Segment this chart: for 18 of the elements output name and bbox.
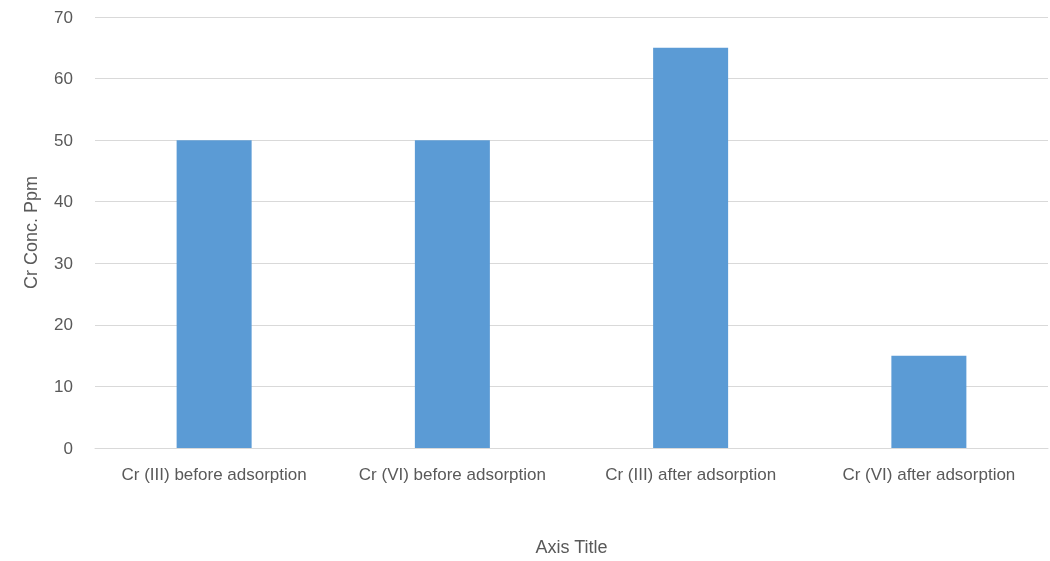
x-tick-label: Cr (VI) before adsorption xyxy=(358,464,546,484)
y-tick-label: 70 xyxy=(54,7,73,27)
y-tick-label: 10 xyxy=(54,376,73,396)
x-tick-label: Cr (VI) after adsorption xyxy=(842,464,1016,484)
y-tick-label: 50 xyxy=(54,130,73,150)
x-tick-label: Cr (III) before adsorption xyxy=(121,464,307,484)
y-tick-label: 60 xyxy=(54,69,73,89)
y-axis-title: Cr Conc. Ppm xyxy=(21,175,41,290)
y-tick-label: 40 xyxy=(54,192,73,212)
y-tick-label: 30 xyxy=(54,253,73,273)
bar xyxy=(176,140,252,448)
bar xyxy=(653,47,729,448)
y-tick-label: 0 xyxy=(63,438,73,458)
bar xyxy=(414,140,490,448)
x-axis-title: Axis Title xyxy=(535,537,608,557)
y-tick-label: 20 xyxy=(54,315,73,335)
x-tick-label: Cr (III) after adsorption xyxy=(605,464,777,484)
bar xyxy=(891,355,967,448)
